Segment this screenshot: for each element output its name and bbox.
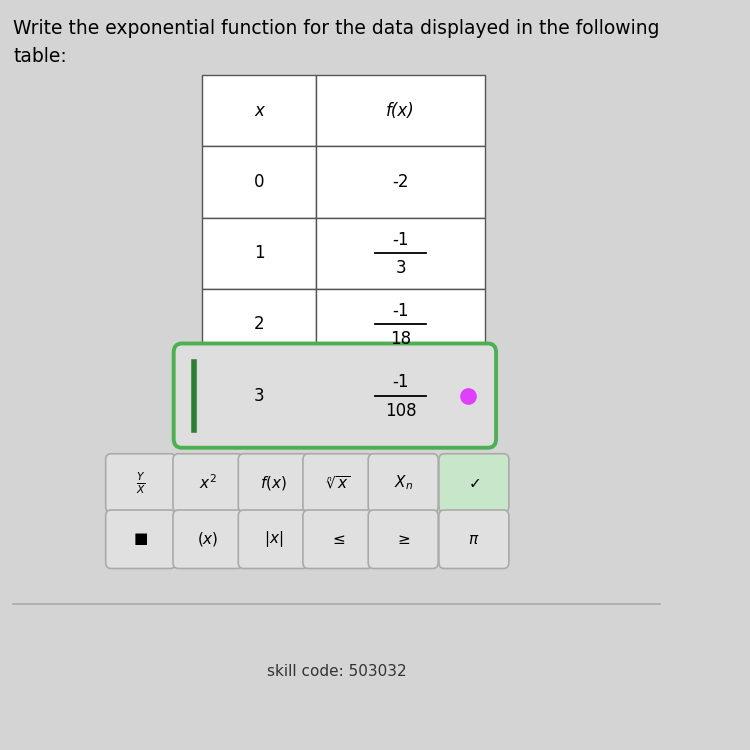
FancyBboxPatch shape: [439, 510, 509, 568]
Text: 108: 108: [385, 401, 416, 419]
FancyBboxPatch shape: [106, 454, 176, 512]
Text: -1: -1: [392, 373, 409, 391]
Text: table:: table:: [13, 46, 67, 65]
Text: f(x): f(x): [386, 102, 415, 119]
FancyBboxPatch shape: [173, 510, 243, 568]
Text: $\checkmark$: $\checkmark$: [468, 476, 480, 490]
Text: $x^2$: $x^2$: [199, 474, 217, 492]
Text: Write the exponential function for the data displayed in the following: Write the exponential function for the d…: [13, 19, 660, 38]
Text: $\sqrt[n]{x}$: $\sqrt[n]{x}$: [326, 475, 350, 491]
FancyBboxPatch shape: [173, 454, 243, 512]
Text: $\geq$: $\geq$: [395, 532, 411, 547]
Text: 3: 3: [254, 387, 265, 405]
Text: $\blacksquare$: $\blacksquare$: [134, 531, 148, 548]
Text: $f(x)$: $f(x)$: [260, 474, 286, 492]
Bar: [202, 75, 316, 146]
Text: 1: 1: [254, 244, 265, 262]
Text: x: x: [254, 102, 264, 119]
FancyBboxPatch shape: [106, 510, 176, 568]
Bar: [202, 360, 316, 431]
Text: 18: 18: [390, 330, 411, 348]
FancyBboxPatch shape: [303, 454, 373, 512]
FancyBboxPatch shape: [368, 510, 438, 568]
Bar: [316, 146, 484, 218]
Bar: [316, 360, 484, 431]
Text: $\leq$: $\leq$: [330, 532, 346, 547]
Bar: [202, 146, 316, 218]
Text: 2: 2: [254, 315, 265, 333]
Text: $\frac{Y}{X}$: $\frac{Y}{X}$: [136, 470, 146, 496]
Text: 3: 3: [395, 259, 406, 277]
Text: -2: -2: [392, 173, 409, 191]
Text: -1: -1: [392, 302, 409, 320]
Text: -1: -1: [392, 230, 409, 248]
Bar: [316, 217, 484, 289]
FancyBboxPatch shape: [238, 510, 308, 568]
FancyBboxPatch shape: [303, 510, 373, 568]
FancyBboxPatch shape: [174, 344, 496, 448]
Text: $(x)$: $(x)$: [197, 530, 219, 548]
Text: $\pi$: $\pi$: [468, 532, 479, 547]
FancyBboxPatch shape: [368, 454, 438, 512]
FancyBboxPatch shape: [439, 454, 509, 512]
Bar: [316, 75, 484, 146]
Text: $X_n$: $X_n$: [394, 474, 412, 492]
FancyBboxPatch shape: [238, 454, 308, 512]
Text: skill code: 503032: skill code: 503032: [267, 664, 406, 679]
Bar: [202, 217, 316, 289]
Text: 0: 0: [254, 173, 265, 191]
Bar: [202, 289, 316, 360]
Text: $|x|$: $|x|$: [264, 530, 283, 549]
Bar: [316, 289, 484, 360]
